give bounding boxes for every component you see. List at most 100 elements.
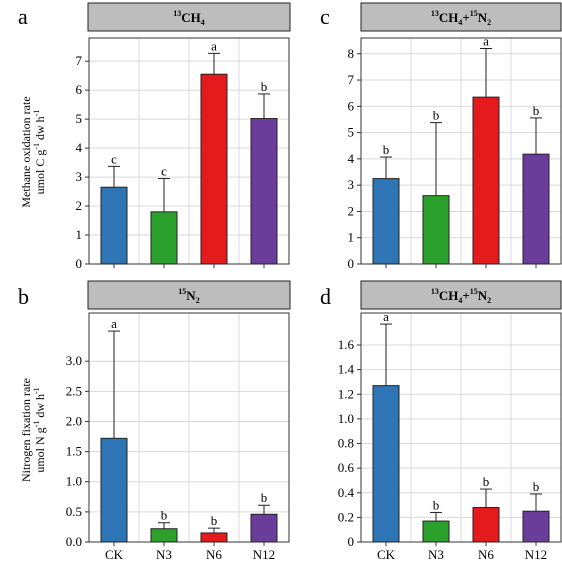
header-iso: 13 [431,287,439,296]
y-tick-label: 1.0 [66,474,82,489]
bar-N12 [250,513,278,543]
y-axis-title-top: Methane oxidation rate umol C g-1 dw h-1 [19,96,47,207]
plot-frame [360,37,562,265]
panel-header-d [360,280,562,310]
y-tick-label: 0.8 [338,436,354,451]
y-tick-label: 4 [348,151,355,166]
bar-CK [372,385,400,543]
y-tick-label: 2 [348,203,355,218]
unit-part1: umol C g [33,150,47,195]
sig-letter-N6: a [211,38,217,53]
header-base: CH [181,10,201,25]
sig-letter-N12: b [533,479,540,494]
sig-letter-N6: a [483,34,489,49]
y-axis-title-bottom-line2: umol N g-1 dw h-1 [32,387,47,472]
bar-N12 [522,510,550,543]
header-iso: 15 [178,287,186,296]
unit-part1: umol N g [33,427,47,472]
y-tick-label: 3.0 [66,353,82,368]
y-tick-label: 1.0 [338,411,354,426]
panel-letter-b: b [18,284,29,309]
y-tick-label: 0.6 [338,460,355,475]
y-tick-label: 2.0 [66,413,82,428]
bar-N6 [472,507,500,543]
plot-frame [360,312,562,543]
unit-exp: -1 [32,110,41,117]
y-tick-label: 2 [76,198,83,213]
panel-header-c [360,2,562,32]
unit-part2: dw h [33,394,47,421]
y-tick-label: 3 [76,169,83,184]
bar-CK [372,178,400,265]
header-plus: + [462,288,469,303]
y-tick-label: 0.5 [66,504,82,519]
x-tick-label-N12: N12 [253,547,275,562]
y-tick-label: 0 [348,256,355,271]
unit-exp: -1 [32,387,41,394]
sig-letter-N3: c [161,164,167,179]
unit-part2: dw h [33,116,47,143]
x-tick-label-N6: N6 [206,547,222,562]
header-sub: 2 [196,296,200,305]
panel-b: b 15N2 0.0 0.5 1.0 1.5 2.0 2.5 3.0 a CK b N3 b N6 b N12 [18,280,291,562]
plot-frame [88,37,290,265]
panel-header-b [87,280,291,310]
y-tick-label: 1.4 [338,362,355,377]
y-tick-label: 1.5 [66,444,82,459]
y-tick-label: 3 [348,177,355,192]
panel-letter-c: c [320,4,330,29]
sig-letter-N6: b [483,474,490,489]
header-label-a: 13CH4 [173,9,205,27]
sig-letter-N3: b [161,508,168,523]
y-tick-label: 0.0 [66,534,82,549]
y-tick-label: 1.2 [338,386,354,401]
y-tick-label: 2.5 [66,383,82,398]
y-tick-label: 0 [348,534,355,549]
header-plus: + [462,10,469,25]
x-tick-label-N6: N6 [478,547,494,562]
x-tick-label-CK: CK [105,547,124,562]
sig-letter-N12: b [261,490,268,505]
y-tick-label: 0.4 [338,485,355,500]
y-tick-label: 6 [348,98,355,113]
header-iso2: 15 [470,287,478,296]
header-iso: 13 [173,9,181,18]
sig-letter-CK: c [111,151,117,166]
y-axis-title-bottom-line1: Nitrogen fixation rate [19,378,33,482]
unit-exp: -1 [32,421,41,428]
header-base: CH [439,288,459,303]
plot-frame [88,312,290,543]
bar-N6 [472,96,500,265]
header-sub: 4 [201,18,205,27]
y-tick-label: 7 [348,72,355,87]
panel-header-a [87,2,291,32]
y-axis-title-top-line2: umol C g-1 dw h-1 [32,110,47,195]
sig-letter-N12: b [261,79,268,94]
bar-N3 [150,211,178,265]
y-axis-title-top-line1: Methane oxidation rate [19,96,33,207]
sig-letter-N6: b [211,513,218,528]
y-axis-title-bottom: Nitrogen fixation rate umol N g-1 dw h-1 [19,378,47,482]
header-label-c: 13CH4+15N2 [431,9,491,27]
unit-exp: -1 [32,143,41,150]
sig-letter-CK: a [383,309,389,324]
bar-N3 [422,520,450,543]
header-base: N [186,288,196,303]
y-tick-label: 8 [348,46,355,61]
bar-N6 [200,532,228,543]
x-tick-label-CK: CK [377,547,396,562]
bar-N12 [522,153,550,265]
bar-N3 [422,195,450,265]
header-sub2: 2 [487,18,491,27]
sig-letter-N3: b [433,497,440,512]
y-tick-label: 1 [76,227,83,242]
header-label-d: 13CH4+15N2 [431,287,491,305]
y-tick-label: 5 [76,111,83,126]
y-tick-label: 5 [348,125,355,140]
y-tick-label: 0 [76,256,83,271]
header-sub: 4 [458,18,462,27]
bar-N3 [150,528,178,543]
bar-N12 [250,118,278,265]
